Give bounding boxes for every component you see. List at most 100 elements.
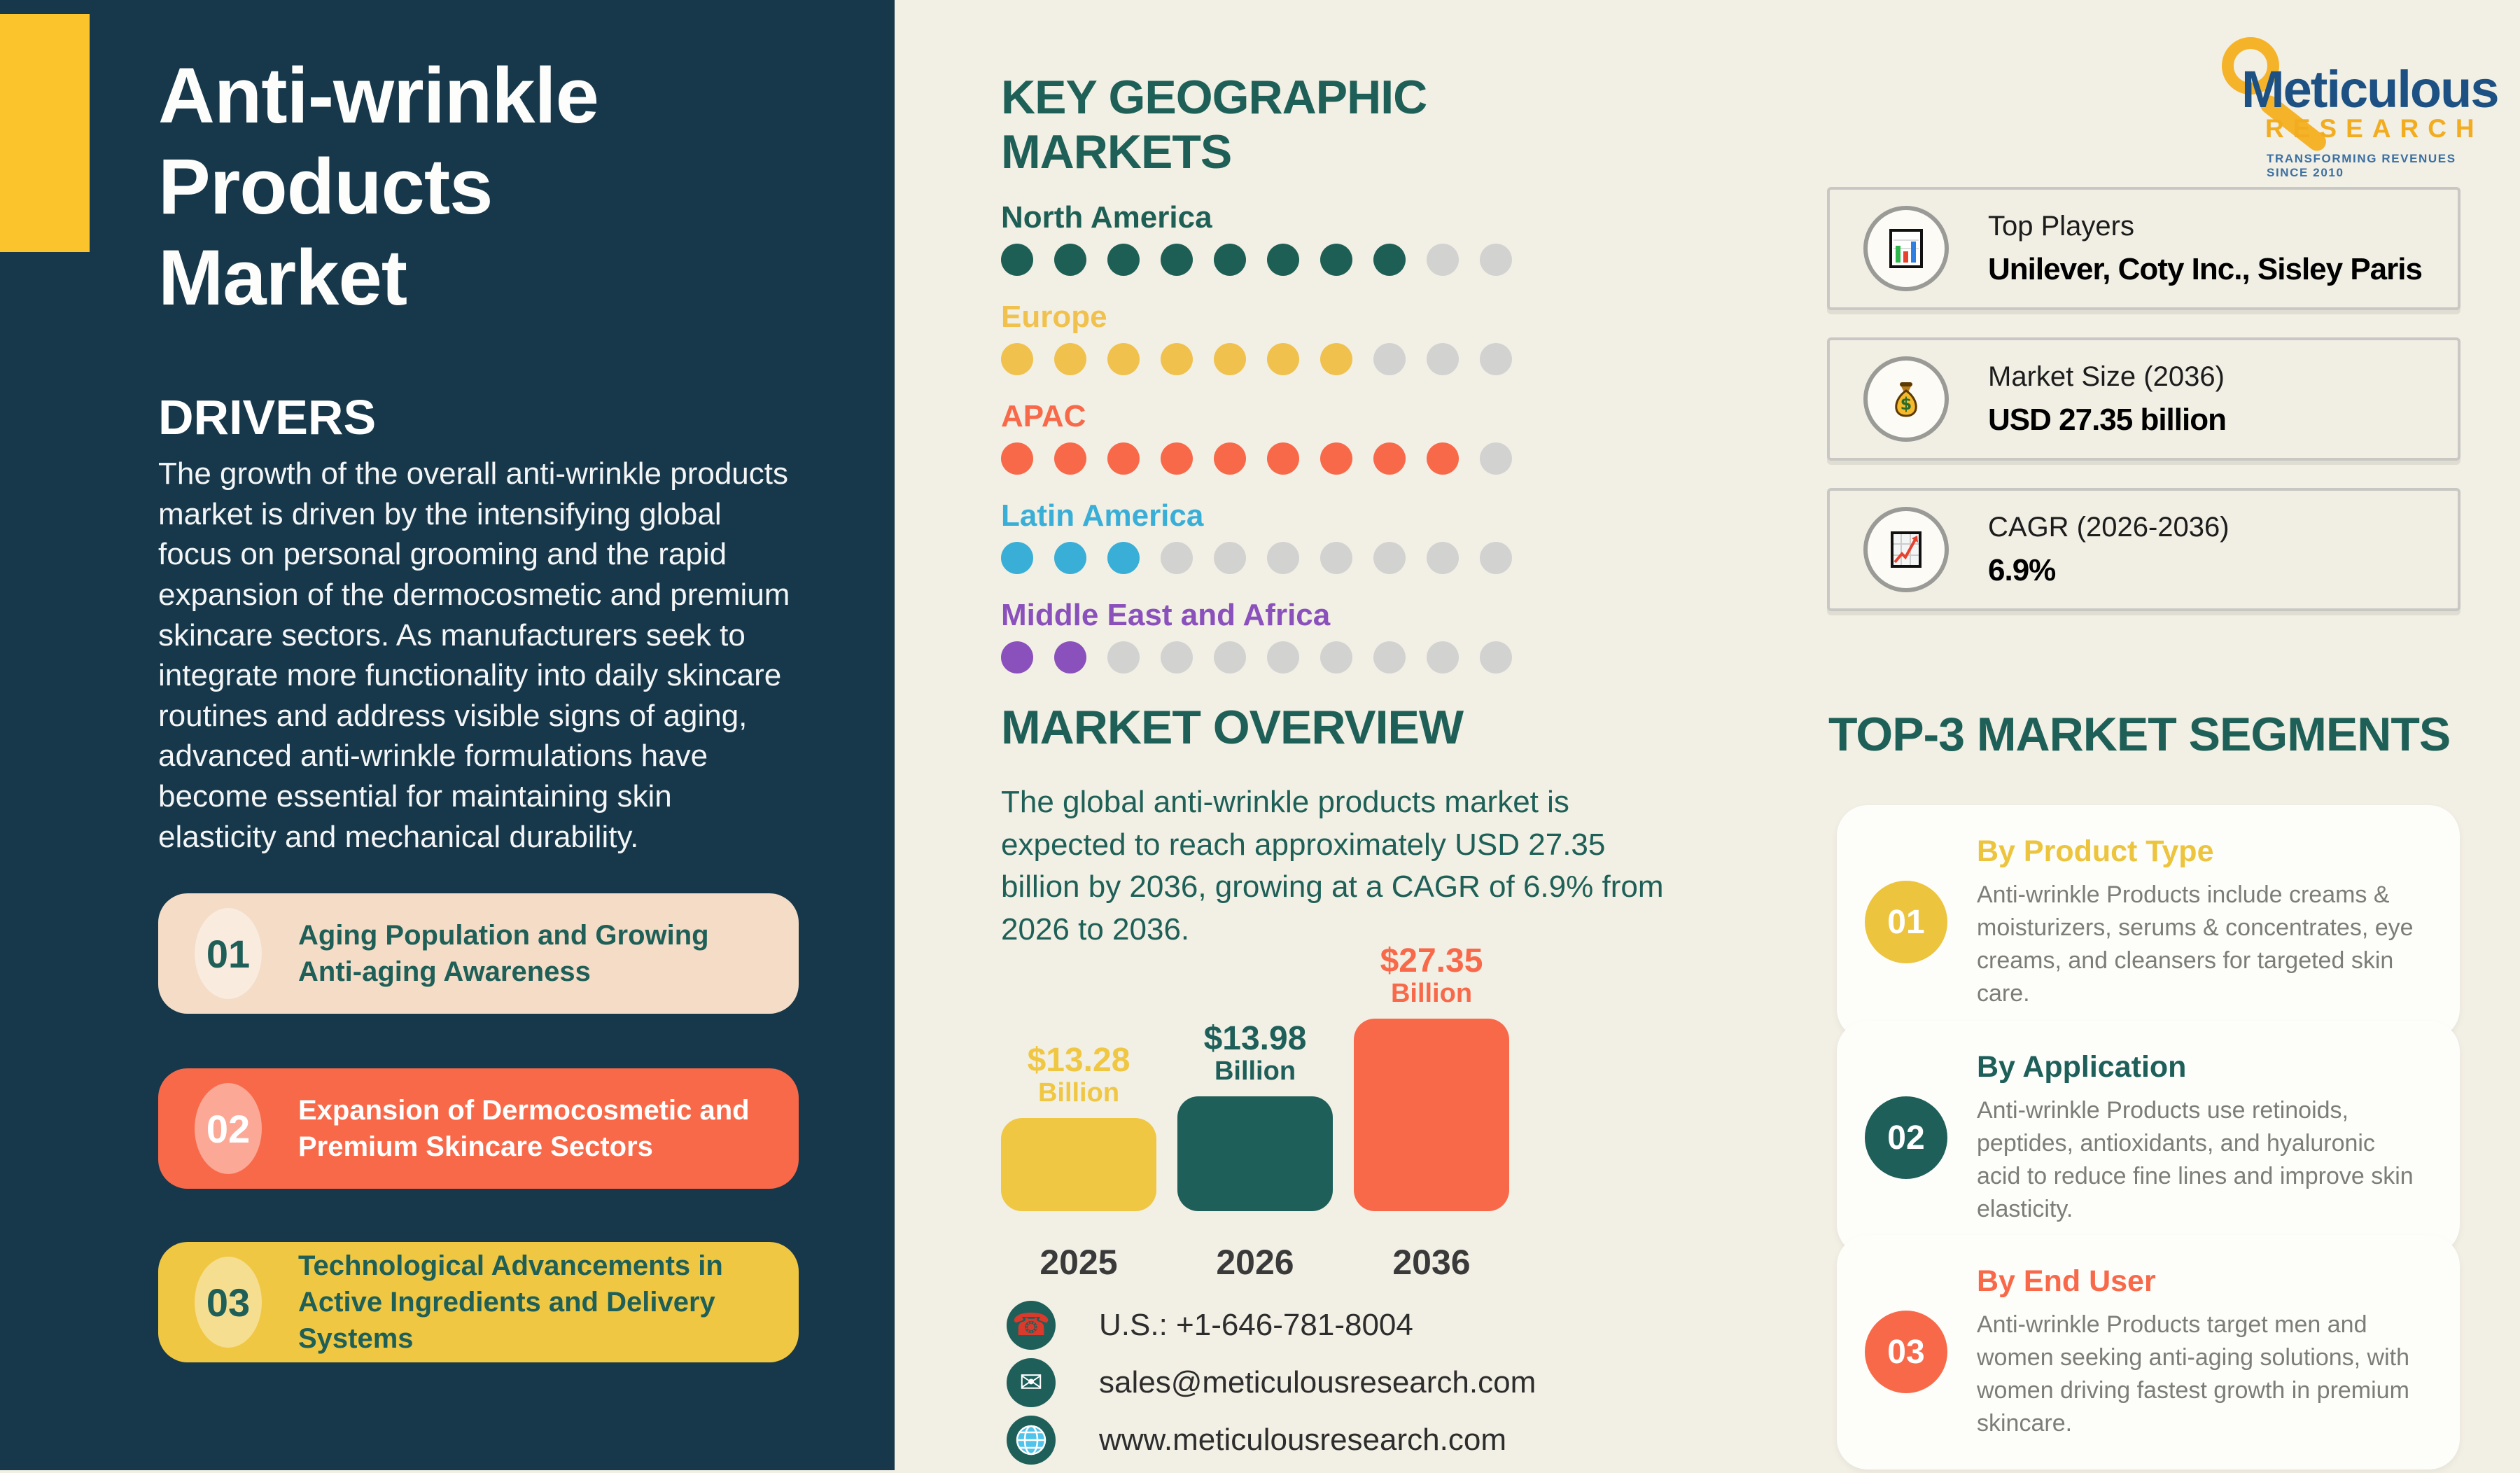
driver-number: 01 <box>206 931 251 976</box>
geo-dot <box>1427 542 1459 574</box>
geo-region: APAC <box>1001 399 1659 475</box>
stat-label: Market Size (2036) <box>1988 361 2225 392</box>
geo-dot <box>1001 542 1033 574</box>
geo-regions: North America Europe APAC Latin America Midd… <box>1001 200 1659 673</box>
geo-dot <box>1480 442 1512 475</box>
number-blob <box>195 908 262 999</box>
segment-title: By Application <box>1977 1050 2187 1084</box>
growth-chart-icon <box>1863 507 1949 592</box>
geo-region: North America <box>1001 200 1659 276</box>
geo-dot <box>1001 442 1033 475</box>
geo-dot <box>1214 343 1246 375</box>
segment-card-by-product-type: 01 By Product Type Anti-wrinkle Products… <box>1837 805 2460 1040</box>
geo-dot <box>1107 442 1140 475</box>
geo-dot <box>1267 641 1299 673</box>
contact-block: ☎ U.S.: +1-646-781-8004 ✉ sales@meticulo… <box>1007 1301 1536 1473</box>
driver-card: 01 Aging Population and Growing Anti-agi… <box>158 893 799 1014</box>
logo-sub-text: RESEARCH <box>2265 114 2484 143</box>
geo-dot <box>1214 542 1246 574</box>
driver-label: Technological Advancements in Active Ing… <box>298 1250 723 1354</box>
geo-dot <box>1373 641 1406 673</box>
bar-value-label: $27.35 <box>1380 942 1483 980</box>
stat-card-cagr: CAGR (2026-2036) 6.9% <box>1827 488 2460 611</box>
phone-row: ☎ U.S.: +1-646-781-8004 <box>1007 1301 1536 1350</box>
phone-number[interactable]: U.S.: +1-646-781-8004 <box>1099 1308 1413 1342</box>
geo-dot <box>1373 244 1406 276</box>
svg-text:$: $ <box>1900 394 1912 414</box>
geo-dot <box>1001 641 1033 673</box>
geo-region: Europe <box>1001 300 1659 375</box>
market-overview-section: MARKET OVERVIEW The global anti-wrinkle … <box>1001 700 1673 951</box>
geo-dot <box>1267 343 1299 375</box>
overview-paragraph: The global anti-wrinkle products market … <box>1001 785 1664 947</box>
geo-dot <box>1320 244 1352 276</box>
sidebar: Anti-wrinkle Products Market DRIVERS The… <box>0 0 895 1470</box>
driver-number: 02 <box>206 1106 251 1151</box>
bar-value-label: $13.98 <box>1203 1020 1307 1058</box>
geo-dot <box>1214 244 1246 276</box>
geo-dot <box>1373 542 1406 574</box>
stat-card-top-players: Top Players Unilever, Coty Inc., Sisley … <box>1827 187 2460 310</box>
geo-dot-row <box>1001 641 1659 673</box>
geo-dot <box>1480 641 1512 673</box>
market-size-bar-chart: $13.28 Billion $13.98 Billion $27.35 Bil… <box>1001 943 1512 1283</box>
bar-column: $13.98 Billion <box>1177 1021 1333 1211</box>
geo-region: Middle East and Africa <box>1001 598 1659 673</box>
page-title: Anti-wrinkle Products Market <box>158 52 599 321</box>
geo-region-label: Latin America <box>1001 498 1204 533</box>
geo-dot <box>1054 442 1086 475</box>
meticulous-research-logo: Meticulous RESEARCH TRANSFORMING REVENUE… <box>2220 32 2500 182</box>
website-row: www.meticulousresearch.com <box>1007 1416 1536 1465</box>
geo-dot <box>1214 442 1246 475</box>
bar-chart-icon <box>1863 206 1949 291</box>
geo-dot <box>1320 442 1352 475</box>
geo-dot <box>1054 542 1086 574</box>
geo-dot <box>1267 244 1299 276</box>
geo-region-label: North America <box>1001 200 1212 235</box>
bar-unit-label: Billion <box>1037 1078 1120 1108</box>
geo-dot-row <box>1001 542 1659 574</box>
geo-dot <box>1320 641 1352 673</box>
yellow-accent-rect <box>0 14 90 252</box>
driver-label: Aging Population and Growing Anti-aging … <box>298 920 709 987</box>
driver-number-wrap: 01 <box>158 908 298 999</box>
geo-dot <box>1001 343 1033 375</box>
segment-number-badge: 02 <box>1865 1096 1947 1180</box>
stat-value: 6.9% <box>1988 552 2056 587</box>
geo-dot <box>1267 442 1299 475</box>
email-address[interactable]: sales@meticulousresearch.com <box>1099 1365 1536 1399</box>
geo-region: Latin America <box>1001 498 1659 574</box>
key-geographic-markets-section: KEY GEOGRAPHIC MARKETS North America Euro… <box>1001 70 1659 697</box>
stat-text-block: Top Players Unilever, Coty Inc., Sisley … <box>1988 211 2423 287</box>
globe-icon <box>1007 1416 1056 1465</box>
geo-dot <box>1480 542 1512 574</box>
logo-brand-text: Meticulous <box>2241 60 2499 118</box>
stat-card-market-size: $ Market Size (2036) USD 27.35 billion <box>1827 337 2460 461</box>
driver-card: 03 Technological Advancements in Active … <box>158 1242 799 1362</box>
driver-number-wrap: 02 <box>158 1083 298 1174</box>
geo-dot-row <box>1001 244 1659 276</box>
geo-dot <box>1107 542 1140 574</box>
driver-card: 02 Expansion of Dermocosmetic and Premiu… <box>158 1068 799 1189</box>
phone-icon: ☎ <box>1007 1301 1056 1350</box>
segment-title: By Product Type <box>1977 835 2214 868</box>
geo-dot <box>1373 343 1406 375</box>
x-axis-tick: 2026 <box>1216 1243 1294 1282</box>
geo-dot <box>1054 641 1086 673</box>
geo-dot <box>1107 244 1140 276</box>
bar-2026 <box>1177 1096 1333 1211</box>
stat-value: Unilever, Coty Inc., Sisley Paris <box>1988 251 2423 286</box>
website-url[interactable]: www.meticulousresearch.com <box>1099 1423 1506 1457</box>
geo-dot <box>1161 542 1193 574</box>
segments-heading: TOP-3 MARKET SEGMENTS <box>1828 708 2451 761</box>
geo-dot <box>1214 641 1246 673</box>
bar-value-label: $13.28 <box>1027 1042 1130 1080</box>
money-bag-icon: $ <box>1863 356 1949 442</box>
driver-number-wrap: 03 <box>158 1257 298 1348</box>
segment-number-badge: 03 <box>1865 1311 1947 1394</box>
stat-label: CAGR (2026-2036) <box>1988 511 2230 543</box>
geo-dot <box>1161 244 1193 276</box>
geo-dot <box>1427 442 1459 475</box>
logo-tagline: TRANSFORMING REVENUES SINCE 2010 <box>2267 152 2456 179</box>
